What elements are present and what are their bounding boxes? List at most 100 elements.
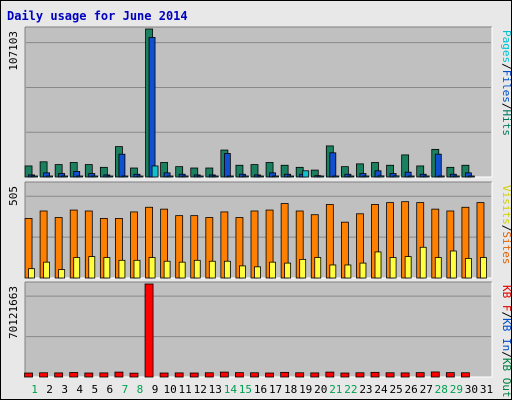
- x-tick-label: 16: [254, 383, 267, 396]
- bar-pages: [91, 175, 99, 178]
- bar-pages: [76, 175, 84, 178]
- x-tick-label: 22: [344, 383, 357, 396]
- legend-item: Hits: [500, 110, 511, 137]
- bar-visits: [314, 257, 322, 279]
- bar-visits: [193, 259, 201, 279]
- bar-kb-f: [129, 372, 139, 378]
- bar-visits: [449, 250, 457, 279]
- legend-item: KB Out: [500, 358, 511, 398]
- bar-kb-f: [340, 372, 350, 378]
- bar-files: [223, 153, 231, 178]
- x-tick-label: 8: [137, 383, 144, 396]
- bar-visits: [344, 264, 352, 279]
- legend-separator: /: [500, 225, 511, 232]
- bar-pages: [272, 175, 279, 178]
- bar-visits: [284, 262, 292, 279]
- bar-pages: [347, 175, 355, 178]
- bar-kb-f: [144, 283, 154, 378]
- bar-visits: [163, 260, 171, 279]
- bar-visits: [374, 251, 382, 279]
- legend-top: Pages/Files/Hits: [500, 30, 511, 136]
- x-tick-label: 5: [91, 383, 98, 396]
- bar-kb-f: [159, 372, 169, 378]
- legend-bot: KB F/KB In/KB Out: [500, 285, 511, 398]
- bar-pages: [31, 175, 38, 178]
- bar-files: [148, 37, 156, 178]
- legend-item: Files: [500, 70, 511, 103]
- bar-kb-f: [250, 372, 259, 378]
- bar-kb-f: [370, 371, 380, 378]
- bar-pages: [332, 175, 340, 178]
- plot-area-top: [25, 27, 492, 177]
- x-tick-label: 17: [269, 383, 282, 396]
- bar-pages: [317, 175, 325, 178]
- bar-pages: [61, 175, 69, 178]
- bar-pages: [151, 165, 159, 178]
- bar-pages: [362, 175, 370, 178]
- bar-files: [434, 153, 442, 178]
- bar-visits: [299, 258, 307, 279]
- x-tick-label: 10: [163, 383, 176, 396]
- bar-kb-f: [114, 371, 124, 378]
- bar-kb-f: [39, 372, 48, 378]
- bar-visits: [88, 256, 96, 279]
- bar-kb-f: [84, 372, 94, 378]
- bar-pages: [226, 175, 234, 178]
- bar-visits: [43, 261, 50, 279]
- bar-kb-f: [355, 372, 365, 378]
- chart-title: Daily usage for June 2014: [7, 9, 188, 23]
- legend-item: Visits: [500, 185, 511, 225]
- bar-kb-f: [310, 372, 320, 378]
- bar-kb-f: [99, 372, 109, 378]
- x-tick-label: 24: [374, 383, 388, 396]
- bar-visits: [58, 269, 66, 279]
- x-tick-label: 26: [405, 383, 418, 396]
- x-tick-label: 2: [46, 383, 53, 396]
- bar-visits: [434, 257, 442, 279]
- legend-item: KB In: [500, 318, 511, 351]
- bar-visits: [148, 257, 156, 279]
- bar-visits: [73, 257, 81, 279]
- bar-pages: [437, 175, 445, 178]
- x-tick-label: 23: [359, 383, 372, 396]
- x-tick-label: 21: [329, 383, 342, 396]
- bar-visits: [103, 257, 111, 279]
- x-tick-label: 6: [107, 383, 114, 396]
- bar-pages: [468, 175, 475, 178]
- bar-visits: [465, 258, 472, 279]
- bar-pages: [196, 175, 204, 178]
- x-tick-label: 11: [179, 383, 192, 396]
- legend-item: KB F: [500, 285, 511, 312]
- x-tick-label: 25: [389, 383, 402, 396]
- legend-separator: /: [500, 63, 511, 70]
- x-tick-label: 13: [209, 383, 222, 396]
- bar-visits: [269, 261, 276, 279]
- bar-visits: [254, 266, 261, 279]
- x-tick-label: 14: [224, 383, 238, 396]
- legend-item: Sites: [500, 231, 511, 264]
- bar-pages: [242, 175, 249, 178]
- bar-kb-f: [189, 372, 199, 378]
- bar-visits: [178, 261, 186, 279]
- y-max-label-top: 107103: [7, 31, 20, 71]
- bar-kb-f: [461, 372, 470, 378]
- bar-kb-f: [204, 372, 214, 378]
- bar-visits: [239, 265, 246, 279]
- bar-visits: [118, 259, 126, 279]
- x-tick-label: 12: [194, 383, 207, 396]
- bar-kb-f: [430, 371, 440, 378]
- x-tick-label: 30: [465, 383, 478, 396]
- x-tick-label: 27: [420, 383, 433, 396]
- bar-pages: [106, 175, 114, 178]
- bar-pages: [377, 175, 385, 178]
- x-tick-label: 28: [435, 383, 448, 396]
- x-tick-label: 1: [31, 383, 38, 396]
- x-tick-label: 9: [152, 383, 159, 396]
- bar-kb-f: [235, 372, 244, 378]
- x-tick-label: 19: [299, 383, 312, 396]
- x-tick-label: 31: [480, 383, 493, 396]
- bar-kb-f: [400, 372, 410, 378]
- bar-pages: [181, 175, 189, 178]
- bar-pages: [302, 170, 310, 178]
- x-tick-label: 18: [284, 383, 297, 396]
